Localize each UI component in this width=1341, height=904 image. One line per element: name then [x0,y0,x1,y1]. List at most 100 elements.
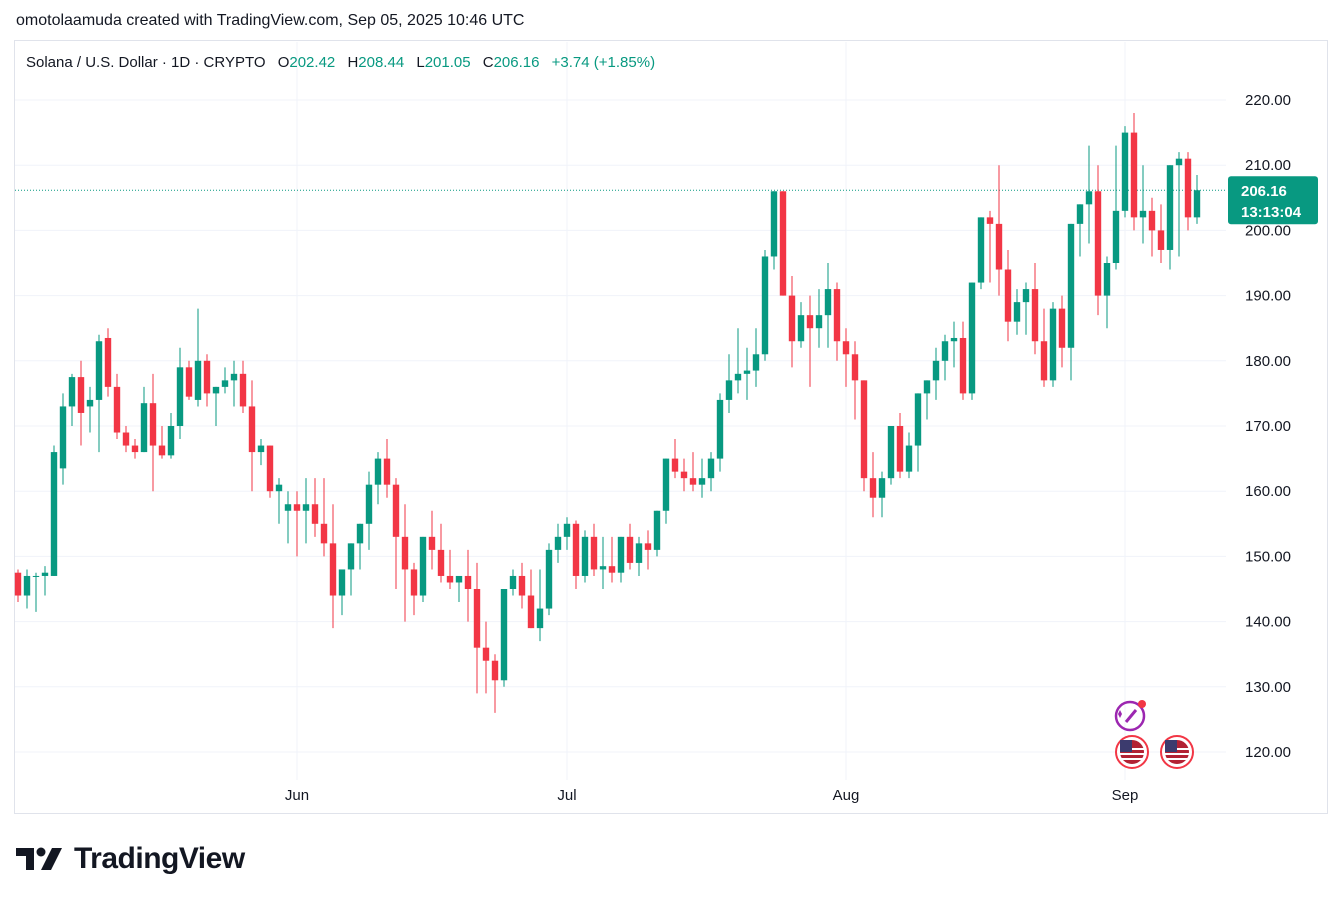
candle[interactable] [338,569,346,616]
candle[interactable] [815,289,823,348]
candle[interactable] [527,569,535,629]
candle[interactable] [374,452,382,505]
candle[interactable] [257,439,265,466]
candle[interactable] [806,295,814,387]
candle[interactable] [410,562,418,616]
candle[interactable] [698,458,706,498]
candle[interactable] [644,530,652,570]
candle[interactable] [428,510,436,570]
candle[interactable] [545,543,553,616]
candle[interactable] [275,478,283,524]
candle[interactable] [1076,204,1084,257]
candle[interactable] [347,543,355,596]
candle[interactable] [194,308,202,407]
candle[interactable] [77,360,85,446]
candle[interactable] [1121,126,1129,218]
candle[interactable] [86,386,94,433]
candle[interactable] [131,439,139,459]
candle[interactable] [914,393,922,472]
candle[interactable] [1184,152,1192,231]
candle[interactable] [986,210,994,283]
candle[interactable] [932,347,940,400]
candle[interactable] [941,334,949,381]
candle[interactable] [1193,174,1201,224]
candle[interactable] [950,321,958,368]
candle[interactable] [50,445,58,576]
candle[interactable] [968,282,976,400]
candle[interactable] [1022,282,1030,335]
candle[interactable] [185,360,193,400]
candle[interactable] [212,386,220,426]
candle[interactable] [779,191,787,296]
candle[interactable] [1013,289,1021,335]
candle[interactable] [680,458,688,492]
candle[interactable] [797,302,805,348]
candle[interactable] [1157,204,1165,263]
candle[interactable] [491,654,499,713]
candle[interactable] [167,412,175,459]
candle[interactable] [734,328,742,394]
candle[interactable] [419,536,427,603]
candle[interactable] [869,452,877,518]
candle[interactable] [95,334,103,453]
candle[interactable] [1049,302,1057,387]
candle[interactable] [509,569,517,596]
candle[interactable] [707,452,715,492]
candle[interactable] [617,536,625,583]
candle[interactable] [311,478,319,537]
candle[interactable] [590,523,598,576]
candle[interactable] [1094,165,1102,316]
tradingview-logo[interactable]: TradingView [16,842,245,876]
candle[interactable] [383,439,391,498]
candle[interactable] [356,523,364,570]
candle[interactable] [788,276,796,368]
ai-assistant-icon[interactable] [1114,700,1146,732]
candle[interactable] [1085,145,1093,244]
candle[interactable] [716,393,724,472]
candle[interactable] [581,530,589,583]
candle[interactable] [1103,256,1111,329]
candle[interactable] [158,426,166,459]
candle[interactable] [59,393,67,485]
candle[interactable] [878,471,886,518]
candle[interactable] [536,569,544,642]
candle[interactable] [608,536,616,583]
candle[interactable] [401,504,409,622]
candle[interactable] [824,263,832,348]
candle[interactable] [149,373,157,492]
candle[interactable] [887,426,895,485]
candle[interactable] [464,549,472,622]
candle[interactable] [860,380,868,492]
candle[interactable] [473,562,481,694]
candle[interactable] [662,458,670,524]
candle[interactable] [635,536,643,576]
candle[interactable] [122,426,130,453]
candle[interactable] [302,478,310,544]
candle[interactable] [1148,197,1156,257]
candle[interactable] [392,478,400,589]
candle[interactable] [1031,263,1039,355]
candle[interactable] [365,471,373,550]
candle[interactable] [239,360,247,413]
candle[interactable] [437,523,445,583]
candle[interactable] [1166,165,1174,270]
candle[interactable] [113,373,121,440]
candle[interactable] [572,520,580,589]
candle[interactable] [554,523,562,563]
candle[interactable] [104,328,112,397]
candle[interactable] [923,380,931,420]
candle[interactable] [896,412,904,479]
candle[interactable] [626,523,634,570]
candle[interactable] [203,354,211,407]
candle[interactable] [293,491,301,557]
candle[interactable] [41,566,49,596]
candle[interactable] [329,504,337,629]
candle[interactable] [284,491,292,544]
candle[interactable] [725,354,733,413]
candle[interactable] [752,328,760,387]
candle[interactable] [68,373,76,426]
candle[interactable] [455,575,463,603]
candle[interactable] [1130,113,1138,231]
candle[interactable] [599,536,607,589]
